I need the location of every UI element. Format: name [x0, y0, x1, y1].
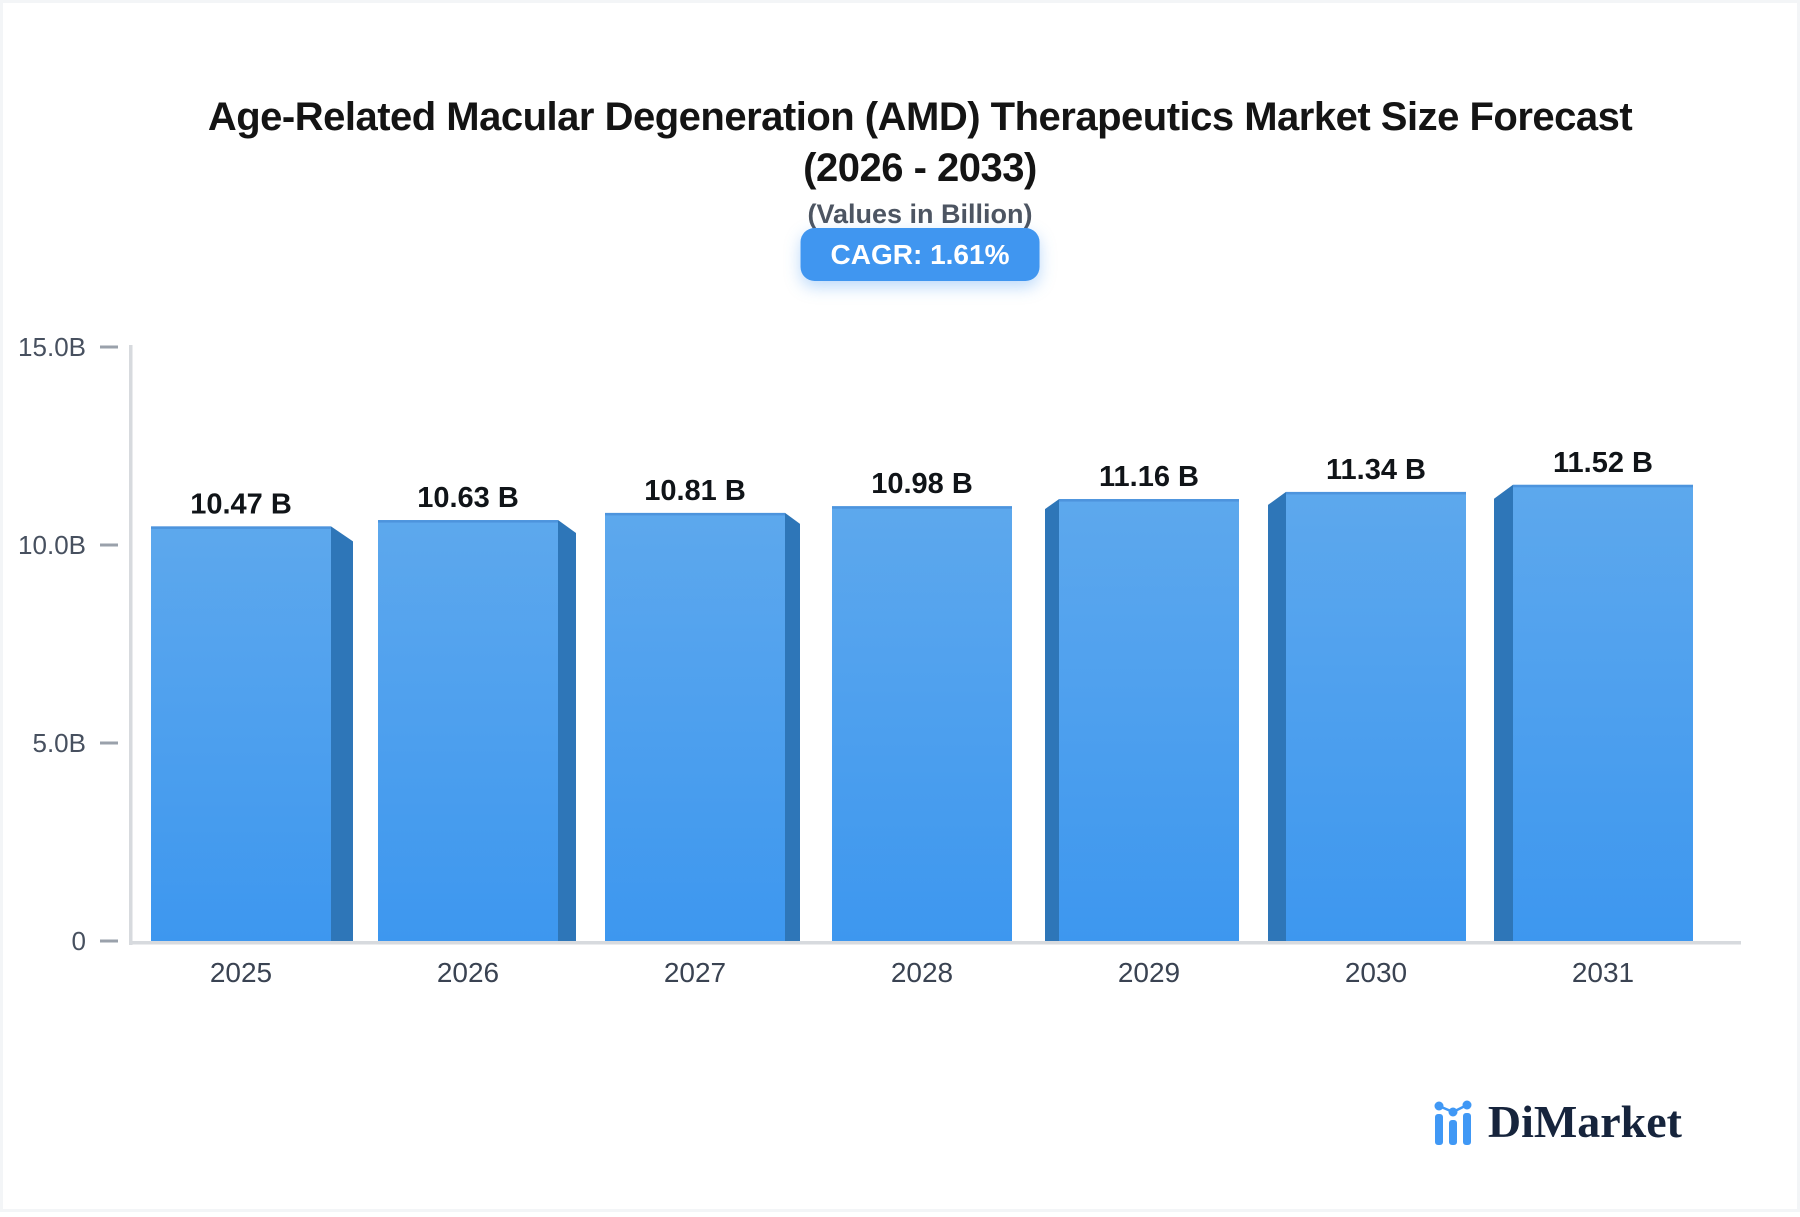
bar-top-edge [605, 512, 785, 516]
y-tick-label: 5.0B [33, 728, 87, 758]
bar-value-label: 10.47 B [190, 488, 292, 520]
x-tick-label: 2028 [891, 957, 953, 988]
bar-side-face [1494, 484, 1513, 941]
y-tick-label: 0 [72, 926, 86, 956]
bar-top-edge [1286, 491, 1466, 495]
bar-value-label: 10.81 B [644, 475, 746, 507]
bar-2026[interactable]: 10.63 B 2026 [378, 482, 576, 988]
x-tick-label: 2027 [664, 957, 726, 988]
x-axis-line [129, 941, 1741, 945]
bar-value-label: 11.34 B [1326, 454, 1426, 486]
bar-2025[interactable]: 10.47 B 2025 [151, 488, 353, 988]
bar-side-face [785, 512, 800, 941]
bar-front-face [1513, 484, 1693, 941]
y-tick-dash [100, 345, 118, 349]
bar-front-face [378, 520, 558, 941]
chart-title-line1: Age-Related Macular Degeneration (AMD) T… [207, 95, 1633, 139]
brand-name: DiMarket [1487, 1095, 1682, 1147]
x-tick-label: 2030 [1345, 957, 1407, 988]
bar-2028[interactable]: 10.98 B 2028 [832, 468, 1012, 988]
bar-top-edge [378, 520, 558, 523]
x-tick-label: 2026 [437, 957, 499, 988]
chart-subtitle: (Values in Billion) [807, 199, 1033, 229]
bar-2030[interactable]: 11.34 B 2030 [1268, 454, 1466, 988]
bar-2027[interactable]: 10.81 B 2027 [605, 475, 800, 988]
bar-value-label: 10.63 B [417, 482, 519, 514]
cagr-badge: CAGR: 1.61% [800, 228, 1040, 281]
bar-front-face [605, 512, 785, 941]
x-tick-label: 2029 [1118, 957, 1180, 988]
bar-value-label: 11.16 B [1099, 461, 1199, 493]
bar-value-label: 11.52 B [1553, 447, 1653, 479]
y-tick-dash [100, 741, 118, 745]
bar-top-edge [1059, 499, 1239, 502]
bar-side-face [558, 520, 576, 941]
y-tick-label: 15.0B [18, 332, 86, 362]
y-tick-dash [100, 543, 118, 547]
bar-value-label: 10.98 B [871, 468, 973, 500]
bar-front-face [151, 526, 331, 941]
bar-top-edge [1513, 484, 1693, 488]
bar-2031[interactable]: 11.52 B 2031 [1494, 447, 1693, 988]
y-tick-dash [100, 939, 118, 943]
x-tick-label: 2025 [210, 957, 272, 988]
bar-side-face [331, 526, 353, 941]
y-tick-label: 10.0B [18, 530, 86, 560]
bar-front-face [832, 506, 1012, 941]
bar-front-face [1286, 491, 1466, 941]
chart-title-line2: (2026 - 2033) [803, 146, 1037, 190]
x-tick-label: 2031 [1572, 957, 1634, 988]
dimarket-logo-icon [1434, 1100, 1472, 1145]
bar-side-face [1045, 499, 1059, 941]
bar-top-edge [832, 506, 1012, 509]
bar-side-face [1268, 491, 1286, 941]
bar-top-edge [151, 526, 331, 529]
bar-2029[interactable]: 11.16 B 2029 [1045, 461, 1239, 988]
dimarket-logo: DiMarket [1432, 1095, 1682, 1147]
y-axis-line [129, 345, 133, 945]
bar-front-face [1059, 499, 1239, 941]
